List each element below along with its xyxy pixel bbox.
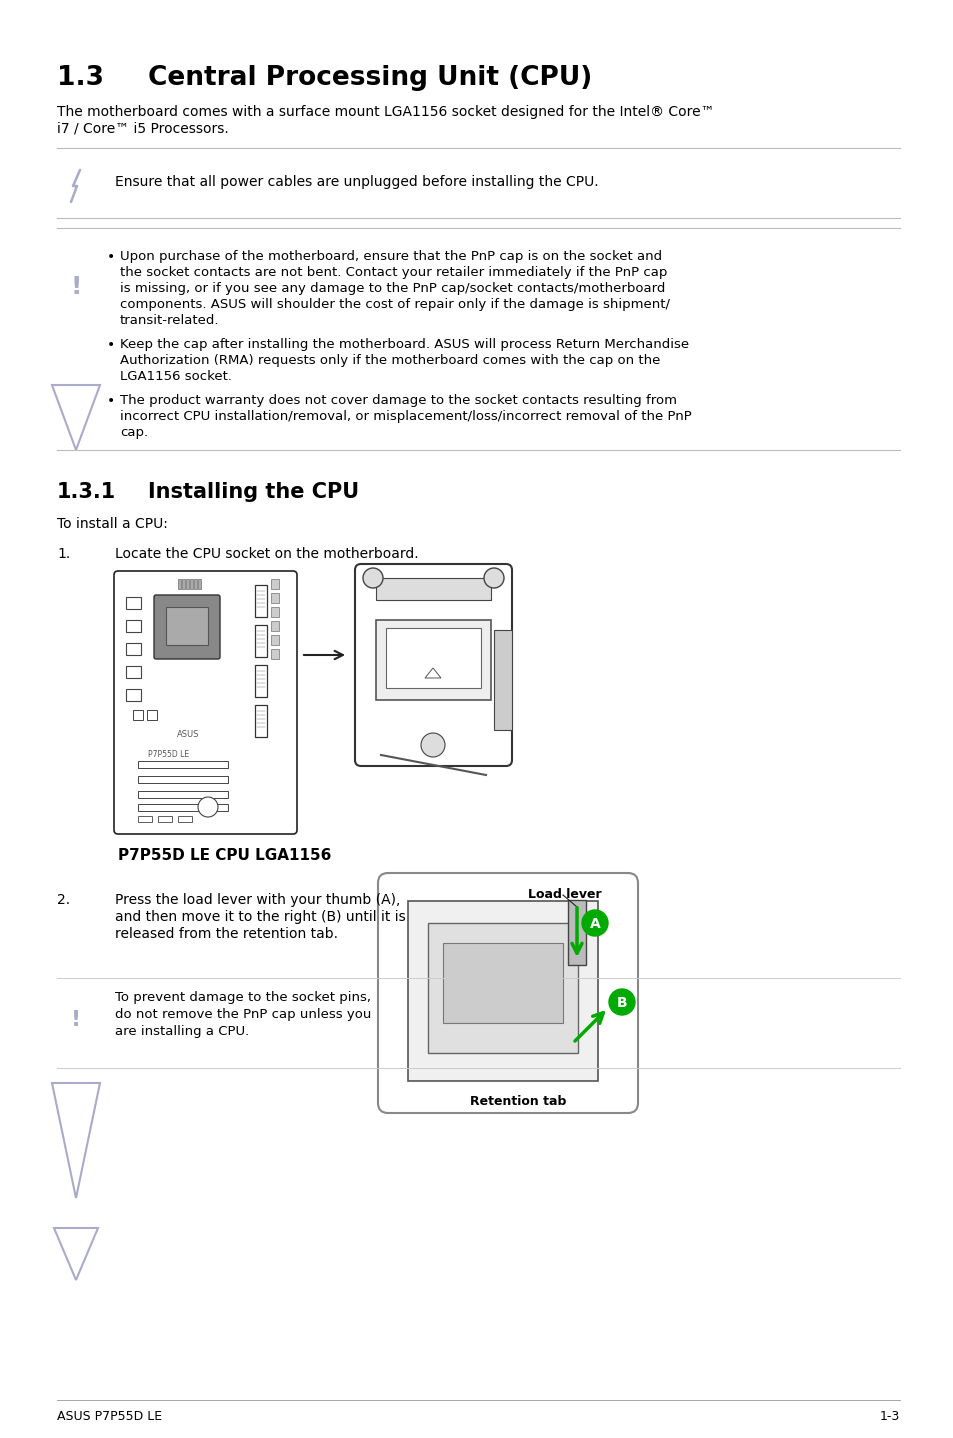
Polygon shape bbox=[52, 385, 100, 450]
Text: do not remove the PnP cap unless you: do not remove the PnP cap unless you bbox=[115, 1008, 371, 1021]
Bar bbox=[126, 597, 141, 610]
Polygon shape bbox=[54, 1228, 98, 1280]
Bar bbox=[271, 621, 278, 631]
Circle shape bbox=[581, 910, 607, 936]
Bar bbox=[138, 791, 228, 798]
Circle shape bbox=[608, 989, 635, 1015]
Text: 1.3.1: 1.3.1 bbox=[57, 482, 116, 502]
Bar bbox=[147, 710, 157, 720]
Circle shape bbox=[198, 797, 218, 817]
Bar bbox=[126, 620, 141, 631]
Bar bbox=[271, 636, 278, 646]
Bar bbox=[271, 607, 278, 617]
Text: 2.: 2. bbox=[57, 893, 71, 907]
Bar bbox=[271, 592, 278, 603]
Text: ASUS: ASUS bbox=[176, 731, 199, 739]
Text: cap.: cap. bbox=[120, 426, 148, 439]
Text: To install a CPU:: To install a CPU: bbox=[57, 518, 168, 531]
Text: LGA1156 socket.: LGA1156 socket. bbox=[120, 370, 232, 383]
Text: components. ASUS will shoulder the cost of repair only if the damage is shipment: components. ASUS will shoulder the cost … bbox=[120, 298, 669, 311]
Text: •: • bbox=[107, 250, 115, 265]
Text: i7 / Core™ i5 Processors.: i7 / Core™ i5 Processors. bbox=[57, 122, 229, 137]
Text: Retention tab: Retention tab bbox=[469, 1094, 565, 1109]
Text: released from the retention tab.: released from the retention tab. bbox=[115, 928, 337, 940]
Bar bbox=[138, 777, 228, 784]
Text: A: A bbox=[589, 917, 599, 930]
Polygon shape bbox=[52, 1083, 100, 1198]
Text: Central Processing Unit (CPU): Central Processing Unit (CPU) bbox=[148, 65, 592, 91]
Text: P7P55D LE: P7P55D LE bbox=[148, 751, 189, 759]
Bar bbox=[198, 580, 201, 590]
Bar bbox=[567, 900, 585, 965]
Circle shape bbox=[483, 568, 503, 588]
Text: 1-3: 1-3 bbox=[879, 1411, 899, 1424]
Bar bbox=[254, 705, 267, 738]
Bar bbox=[428, 923, 578, 1053]
Circle shape bbox=[363, 568, 382, 588]
Bar bbox=[408, 902, 598, 1081]
Bar bbox=[190, 580, 193, 590]
Text: Authorization (RMA) requests only if the motherboard comes with the cap on the: Authorization (RMA) requests only if the… bbox=[120, 354, 659, 367]
Bar bbox=[126, 689, 141, 700]
Text: ASUS P7P55D LE: ASUS P7P55D LE bbox=[57, 1411, 162, 1424]
Bar bbox=[178, 580, 181, 590]
Text: are installing a CPU.: are installing a CPU. bbox=[115, 1025, 249, 1038]
Text: and then move it to the right (B) until it is: and then move it to the right (B) until … bbox=[115, 910, 405, 925]
Bar bbox=[375, 620, 491, 700]
Text: incorrect CPU installation/removal, or misplacement/loss/incorrect removal of th: incorrect CPU installation/removal, or m… bbox=[120, 410, 691, 423]
Text: !: ! bbox=[71, 1009, 81, 1030]
Text: To prevent damage to the socket pins,: To prevent damage to the socket pins, bbox=[115, 991, 371, 1004]
Text: 1.3: 1.3 bbox=[57, 65, 104, 91]
Bar bbox=[193, 580, 196, 590]
Bar bbox=[138, 804, 228, 811]
Text: Keep the cap after installing the motherboard. ASUS will process Return Merchand: Keep the cap after installing the mother… bbox=[120, 338, 688, 351]
FancyBboxPatch shape bbox=[377, 873, 638, 1113]
Bar bbox=[442, 943, 562, 1022]
Bar bbox=[494, 630, 512, 731]
Text: The product warranty does not cover damage to the socket contacts resulting from: The product warranty does not cover dama… bbox=[120, 394, 677, 407]
Text: Press the load lever with your thumb (A),: Press the load lever with your thumb (A)… bbox=[115, 893, 400, 907]
FancyBboxPatch shape bbox=[153, 595, 220, 659]
Text: Locate the CPU socket on the motherboard.: Locate the CPU socket on the motherboard… bbox=[115, 546, 418, 561]
Text: B: B bbox=[616, 997, 627, 1009]
Bar bbox=[166, 607, 208, 646]
FancyBboxPatch shape bbox=[355, 564, 512, 766]
Bar bbox=[126, 666, 141, 677]
Bar bbox=[158, 815, 172, 823]
Text: Ensure that all power cables are unplugged before installing the CPU.: Ensure that all power cables are unplugg… bbox=[115, 175, 598, 188]
Text: transit-related.: transit-related. bbox=[120, 313, 219, 326]
Bar bbox=[126, 643, 141, 654]
Text: •: • bbox=[107, 394, 115, 408]
Bar bbox=[138, 761, 228, 768]
Bar bbox=[254, 626, 267, 657]
Bar bbox=[178, 815, 192, 823]
Bar bbox=[182, 580, 185, 590]
Bar bbox=[132, 710, 143, 720]
Text: !: ! bbox=[71, 275, 82, 299]
Bar bbox=[271, 580, 278, 590]
Text: •: • bbox=[107, 338, 115, 352]
Text: 1.: 1. bbox=[57, 546, 71, 561]
Text: Installing the CPU: Installing the CPU bbox=[148, 482, 358, 502]
Text: the socket contacts are not bent. Contact your retailer immediately if the PnP c: the socket contacts are not bent. Contac… bbox=[120, 266, 667, 279]
Bar bbox=[254, 664, 267, 697]
Text: is missing, or if you see any damage to the PnP cap/socket contacts/motherboard: is missing, or if you see any damage to … bbox=[120, 282, 664, 295]
Text: P7P55D LE CPU LGA1156: P7P55D LE CPU LGA1156 bbox=[118, 848, 331, 863]
Bar bbox=[271, 649, 278, 659]
Text: Upon purchase of the motherboard, ensure that the PnP cap is on the socket and: Upon purchase of the motherboard, ensure… bbox=[120, 250, 661, 263]
Bar bbox=[375, 578, 491, 600]
Circle shape bbox=[420, 733, 444, 756]
Bar bbox=[138, 815, 152, 823]
Bar bbox=[186, 580, 189, 590]
Text: Load lever: Load lever bbox=[527, 889, 601, 902]
Text: The motherboard comes with a surface mount LGA1156 socket designed for the Intel: The motherboard comes with a surface mou… bbox=[57, 105, 714, 119]
Bar bbox=[386, 628, 480, 687]
FancyBboxPatch shape bbox=[113, 571, 296, 834]
Bar bbox=[254, 585, 267, 617]
